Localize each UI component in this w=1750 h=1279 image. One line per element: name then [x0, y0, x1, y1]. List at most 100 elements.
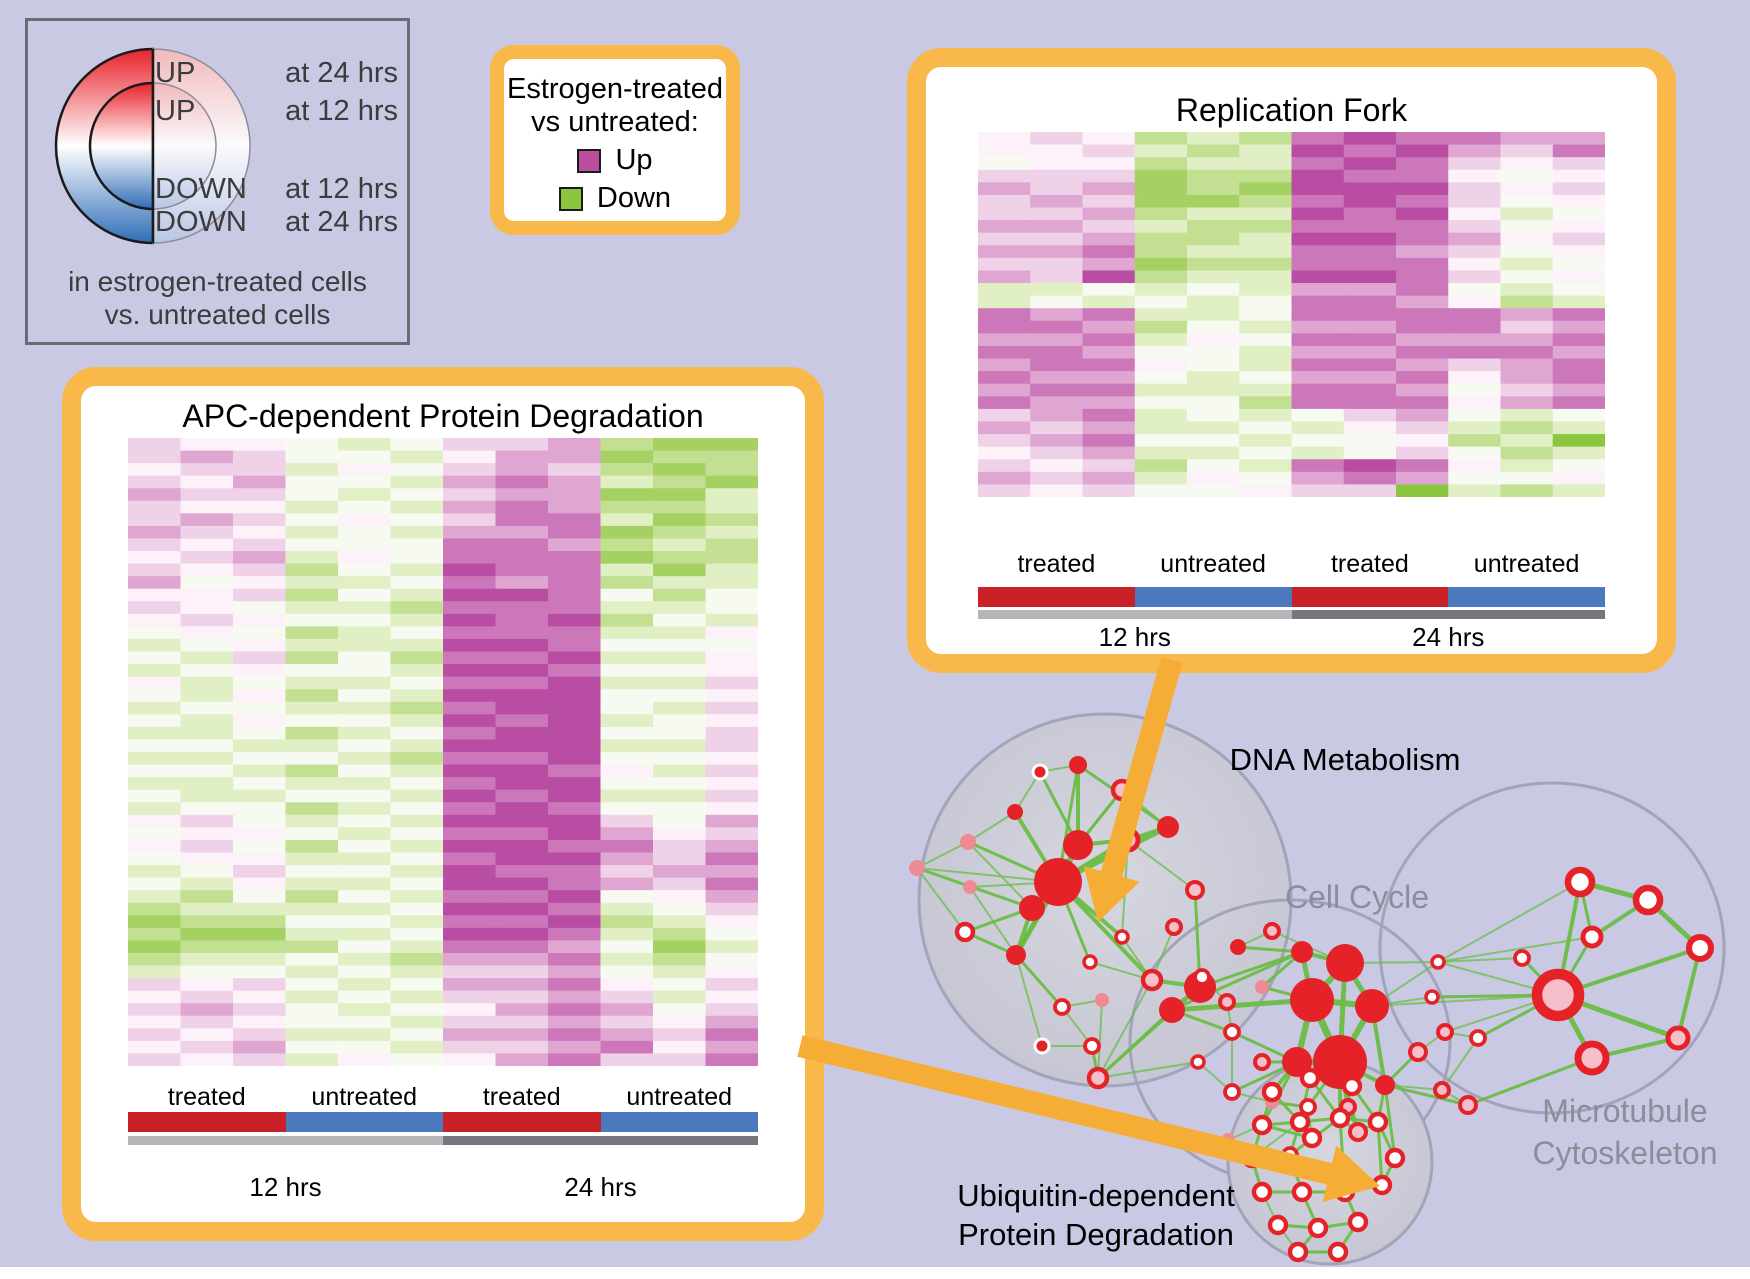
apc-hrs-labels: 12 hrs 24 hrs [128, 1172, 758, 1203]
network-edge [1437, 936, 1593, 963]
network-node-d24 [1083, 1037, 1101, 1055]
replication-fork-heatmap [978, 132, 1605, 497]
network-node-u7 [1367, 1111, 1389, 1133]
network-node-u4 [1251, 1114, 1273, 1136]
microtubule-cytoskeleton-label: Microtubule Cytoskeleton [1492, 1090, 1750, 1174]
network-edge [1198, 950, 1304, 989]
condition-bar-segment [978, 587, 1135, 607]
network-node-d2 [1069, 756, 1087, 774]
network-node-d21 [1053, 998, 1071, 1016]
network-node-x2 [1424, 989, 1440, 1005]
network-edge [967, 841, 1033, 909]
time-bar-segment [978, 610, 1292, 619]
callout-arrow [1083, 657, 1183, 922]
group-label: treated [1017, 550, 1096, 578]
network-node-c3 [1263, 922, 1281, 940]
group-label: treated [1330, 550, 1409, 578]
rf-group-labels: treated untreated treated untreated [978, 550, 1605, 579]
network-edge [1097, 999, 1103, 1079]
panel-title: Replication Fork [1175, 92, 1408, 128]
key-title-line1: Estrogen-treated [506, 73, 723, 105]
apc-heatmap [128, 438, 758, 1066]
network-edge [1014, 953, 1064, 1009]
network-node-d16 [1082, 954, 1098, 970]
down-label: Down [596, 182, 672, 214]
network-node-u12 [1291, 1181, 1313, 1203]
network-edge [1676, 946, 1702, 1040]
fold-change-legend-box: UP at 24 hrs UP at 12 hrs DOWN at 12 hrs… [25, 18, 410, 345]
network-node-d19 [1140, 968, 1164, 992]
network-edge [967, 811, 1016, 843]
inner-circle-right-half [152, 82, 217, 210]
network-edge [916, 841, 969, 869]
network-node-x5 [1433, 1081, 1451, 1099]
network-node-m5 [1531, 968, 1585, 1022]
cluster-microtubule [1378, 781, 1726, 1115]
network-edge [1097, 979, 1153, 1079]
network-node-c23 [1348, 1122, 1368, 1142]
up-label: Up [615, 144, 653, 176]
key-item-up: Up [504, 144, 726, 177]
condition-bar-segment [600, 1112, 758, 1132]
network-node-c8 [1313, 1035, 1367, 1089]
rf-condition-bar [978, 587, 1605, 607]
apc-condition-bar [128, 1112, 758, 1132]
ubiquitin-label-line1: Ubiquitin-dependent [957, 1178, 1235, 1213]
network-node-c12 [1255, 980, 1269, 994]
network-edge [969, 886, 1017, 956]
network-node-u16 [1307, 1217, 1329, 1239]
dna-metabolism-label: DNA Metabolism [1229, 742, 1461, 777]
microtubule-label-line2: Cytoskeleton [1532, 1135, 1718, 1171]
fold-dir-label: UP [155, 95, 196, 127]
network-node-d1 [1031, 763, 1049, 781]
network-edge [1015, 954, 1043, 1047]
network-node-u19 [1327, 1241, 1349, 1263]
time-bar-segment [1291, 610, 1605, 619]
up-swatch [577, 148, 602, 173]
network-edge [1376, 1120, 1384, 1187]
network-edge [1383, 1083, 1397, 1160]
network-node-m6 [1574, 1040, 1610, 1076]
hrs-label-12: 12 hrs [249, 1172, 322, 1202]
network-node-d6 [909, 860, 925, 876]
network-node-m9 [1513, 949, 1531, 967]
network-edge [1437, 957, 1523, 963]
group-label: treated [167, 1083, 246, 1111]
network-node-u3 [1341, 1075, 1363, 1097]
network-node-d12 [963, 880, 977, 894]
fold-change-circles [54, 47, 251, 245]
fold-time-label: at 12 hrs [285, 95, 398, 127]
network-node-d11 [1019, 895, 1045, 921]
network-node-c14 [1190, 1054, 1206, 1070]
network-node-d4 [1007, 804, 1023, 820]
condition-bar-segment [443, 1112, 601, 1132]
network-node-m1 [1564, 866, 1596, 898]
network-node-c5 [1326, 944, 1364, 982]
hrs-label-12: 12 hrs [1098, 622, 1171, 652]
network-node-c22 [1301, 1127, 1323, 1149]
network-node-c20 [1375, 1075, 1395, 1095]
network-node-u5 [1289, 1111, 1311, 1133]
fold-dir-label: UP [155, 57, 196, 89]
ubiquitin-label-line2: Protein Degradation [958, 1217, 1234, 1252]
rf-time-bar [978, 610, 1605, 619]
network-node-d22 [1095, 993, 1109, 1007]
network-node-c4 [1291, 941, 1313, 963]
fold-time-label: at 24 hrs [285, 57, 398, 89]
network-node-d18 [1165, 918, 1183, 936]
network-node-c18 [1299, 1098, 1317, 1116]
bottom-margin [0, 1267, 1750, 1279]
apc-time-bar [128, 1136, 758, 1145]
network-node-u15 [1267, 1214, 1289, 1236]
network-edge [1169, 997, 1315, 1013]
cell-cycle-label: Cell Cycle [1284, 879, 1430, 915]
microtubule-label-line1: Microtubule [1542, 1093, 1708, 1129]
network-edge [1437, 881, 1581, 963]
condition-bar-segment [128, 1112, 286, 1132]
network-node-d7 [1157, 816, 1179, 838]
network-node-u10 [1384, 1147, 1406, 1169]
network-node-d5 [960, 834, 976, 850]
network-edge [1371, 994, 1559, 1007]
network-node-d14 [954, 921, 976, 943]
